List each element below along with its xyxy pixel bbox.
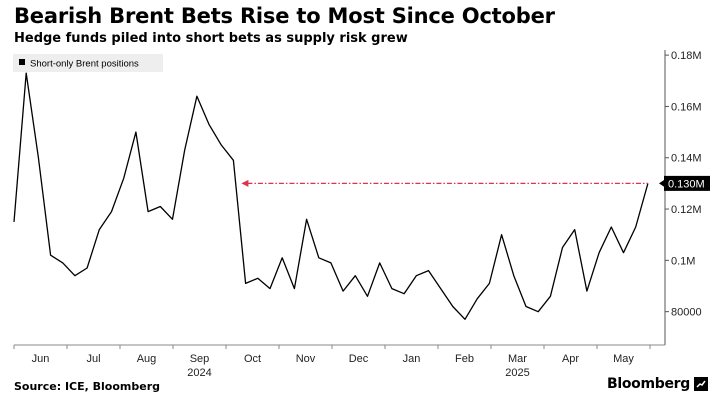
brand-name: Bloomberg <box>606 376 690 392</box>
x-tick-label: Jun <box>32 353 50 365</box>
x-axis: Jun Jul Aug Sep Oct Nov Dec Jan Feb Mar Apr May 2024… <box>13 344 665 379</box>
x-tick-label: Mar <box>508 353 527 365</box>
bloomberg-logo: Bloomberg <box>607 376 708 392</box>
y-axis: 80000 0.1M 0.12M 0.14M 0.16M 0.18M <box>664 50 702 345</box>
x-tick-label: Oct <box>244 353 261 365</box>
x-tick-label: Jan <box>403 353 421 365</box>
source-note: Source: ICE, Bloomberg <box>14 380 160 393</box>
y-tick-label: 0.12M <box>671 204 702 216</box>
x-tick-label: May <box>613 353 634 365</box>
x-tick-label: Apr <box>562 353 579 365</box>
current-value-label: 0.130M <box>668 178 705 190</box>
series-layer <box>13 72 649 320</box>
y-tick-label: 0.14M <box>671 153 702 165</box>
x-tick-label: Feb <box>455 353 474 365</box>
x-year-label: 2024 <box>187 367 211 379</box>
x-tick-label: Sep <box>190 353 210 365</box>
x-tick-label: Aug <box>137 353 157 365</box>
x-tick-label: Dec <box>349 353 369 365</box>
y-tick-label: 80000 <box>671 307 702 319</box>
annotation-layer: 0.130M <box>241 175 710 191</box>
y-tick-label: 0.1M <box>671 255 695 267</box>
current-value-badge <box>664 175 710 191</box>
chart-title: Bearish Brent Bets Rise to Most Since Oc… <box>14 4 555 28</box>
series-line <box>13 72 649 320</box>
bloomberg-chart-icon <box>694 377 708 391</box>
annotation-arrowhead <box>241 179 249 187</box>
y-tick-label: 0.18M <box>671 50 702 62</box>
x-tick-label: Jul <box>86 353 100 365</box>
chart-subtitle: Hedge funds piled into short bets as sup… <box>14 31 408 46</box>
x-tick-label: Nov <box>296 353 316 365</box>
legend: Short-only Brent positions <box>13 54 163 72</box>
current-value-badge-pointer <box>659 179 665 188</box>
legend-swatch <box>19 59 25 65</box>
legend-label: Short-only Brent positions <box>30 59 139 70</box>
y-tick-label: 0.16M <box>671 101 702 113</box>
legend-box <box>13 54 163 72</box>
x-year-label: 2025 <box>505 367 529 379</box>
